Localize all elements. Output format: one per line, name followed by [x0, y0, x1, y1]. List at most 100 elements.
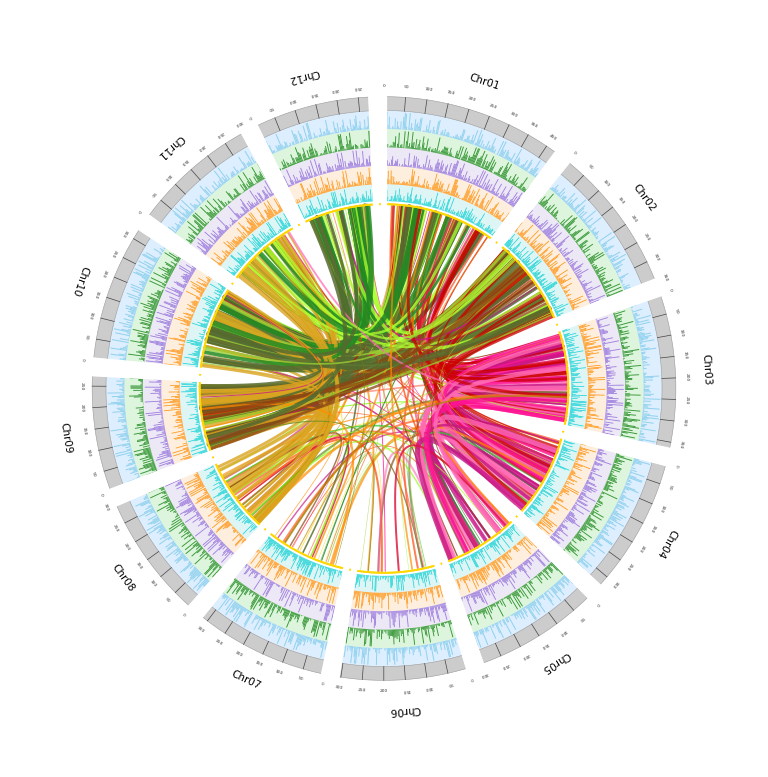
- Polygon shape: [134, 396, 143, 398]
- Polygon shape: [497, 558, 501, 563]
- Polygon shape: [333, 121, 336, 134]
- Polygon shape: [462, 207, 467, 218]
- Polygon shape: [243, 608, 247, 611]
- Polygon shape: [161, 402, 162, 403]
- Polygon shape: [323, 152, 325, 155]
- Polygon shape: [584, 291, 588, 292]
- Polygon shape: [323, 566, 326, 575]
- Polygon shape: [440, 585, 442, 588]
- Polygon shape: [368, 592, 369, 594]
- Polygon shape: [606, 369, 607, 370]
- Polygon shape: [303, 616, 306, 625]
- Polygon shape: [238, 514, 246, 521]
- Polygon shape: [255, 615, 258, 620]
- Polygon shape: [167, 442, 168, 443]
- Polygon shape: [520, 232, 524, 236]
- Polygon shape: [212, 230, 220, 238]
- Polygon shape: [168, 337, 185, 342]
- Polygon shape: [363, 647, 366, 664]
- Polygon shape: [181, 348, 184, 349]
- Polygon shape: [411, 609, 412, 611]
- Polygon shape: [479, 185, 481, 187]
- Text: 250: 250: [111, 523, 119, 532]
- Polygon shape: [352, 591, 353, 594]
- Polygon shape: [494, 232, 498, 237]
- Polygon shape: [263, 203, 273, 217]
- Polygon shape: [579, 496, 583, 499]
- Polygon shape: [329, 151, 331, 154]
- Polygon shape: [232, 251, 233, 252]
- Polygon shape: [418, 199, 419, 204]
- Polygon shape: [529, 557, 534, 562]
- Polygon shape: [281, 162, 285, 169]
- Polygon shape: [251, 253, 253, 255]
- Polygon shape: [442, 603, 448, 620]
- Polygon shape: [511, 178, 515, 184]
- Polygon shape: [564, 484, 565, 485]
- Polygon shape: [463, 211, 467, 219]
- Polygon shape: [143, 448, 151, 451]
- Polygon shape: [343, 198, 345, 205]
- Polygon shape: [272, 158, 280, 172]
- Polygon shape: [502, 213, 510, 222]
- Polygon shape: [502, 577, 506, 584]
- Polygon shape: [472, 573, 479, 587]
- Polygon shape: [165, 444, 168, 445]
- Polygon shape: [154, 264, 155, 267]
- Polygon shape: [633, 312, 637, 315]
- Polygon shape: [449, 639, 453, 655]
- Polygon shape: [458, 547, 554, 616]
- Polygon shape: [534, 577, 535, 578]
- Polygon shape: [566, 294, 571, 297]
- Polygon shape: [225, 517, 227, 519]
- Polygon shape: [184, 524, 186, 526]
- Polygon shape: [595, 236, 598, 239]
- Polygon shape: [499, 175, 501, 177]
- Polygon shape: [591, 543, 605, 554]
- Polygon shape: [584, 289, 585, 291]
- Polygon shape: [352, 185, 353, 186]
- Polygon shape: [211, 506, 217, 511]
- Polygon shape: [398, 182, 399, 185]
- Polygon shape: [144, 344, 147, 345]
- Polygon shape: [468, 556, 470, 560]
- Polygon shape: [276, 625, 279, 629]
- Polygon shape: [207, 311, 213, 314]
- Polygon shape: [237, 228, 247, 239]
- Polygon shape: [217, 490, 227, 497]
- Polygon shape: [360, 145, 362, 148]
- Polygon shape: [240, 562, 245, 567]
- Polygon shape: [184, 558, 188, 562]
- Polygon shape: [564, 217, 578, 229]
- Polygon shape: [594, 506, 598, 508]
- Polygon shape: [578, 278, 580, 280]
- Polygon shape: [169, 296, 180, 301]
- Polygon shape: [526, 256, 538, 267]
- Polygon shape: [367, 126, 368, 130]
- Polygon shape: [568, 427, 578, 430]
- Polygon shape: [172, 318, 173, 319]
- Polygon shape: [435, 207, 437, 208]
- Polygon shape: [280, 587, 283, 591]
- Polygon shape: [306, 123, 313, 139]
- Polygon shape: [641, 353, 645, 354]
- Polygon shape: [632, 464, 634, 465]
- Polygon shape: [595, 312, 611, 318]
- Polygon shape: [194, 437, 203, 440]
- Polygon shape: [251, 167, 260, 182]
- Polygon shape: [625, 389, 634, 390]
- Polygon shape: [217, 567, 223, 573]
- Polygon shape: [476, 219, 481, 226]
- Polygon shape: [268, 536, 270, 538]
- Polygon shape: [331, 605, 333, 611]
- Polygon shape: [163, 445, 169, 448]
- Polygon shape: [343, 645, 346, 657]
- Polygon shape: [126, 352, 127, 354]
- Polygon shape: [488, 184, 492, 192]
- Polygon shape: [446, 565, 447, 566]
- Polygon shape: [591, 511, 594, 514]
- Polygon shape: [588, 296, 592, 298]
- Polygon shape: [587, 364, 588, 365]
- Polygon shape: [523, 585, 526, 589]
- Polygon shape: [563, 290, 565, 291]
